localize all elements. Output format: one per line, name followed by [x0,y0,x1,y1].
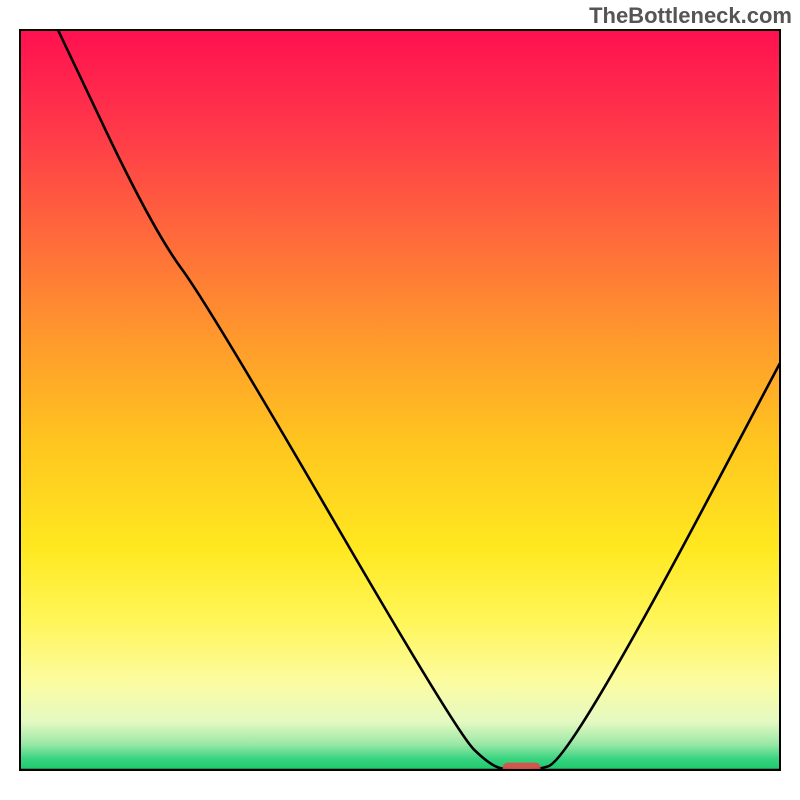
watermark-text: TheBottleneck.com [589,3,792,29]
plot-background [20,30,780,770]
minimum-marker [503,763,541,773]
chart-svg [0,0,800,800]
chart-container: TheBottleneck.com [0,0,800,800]
